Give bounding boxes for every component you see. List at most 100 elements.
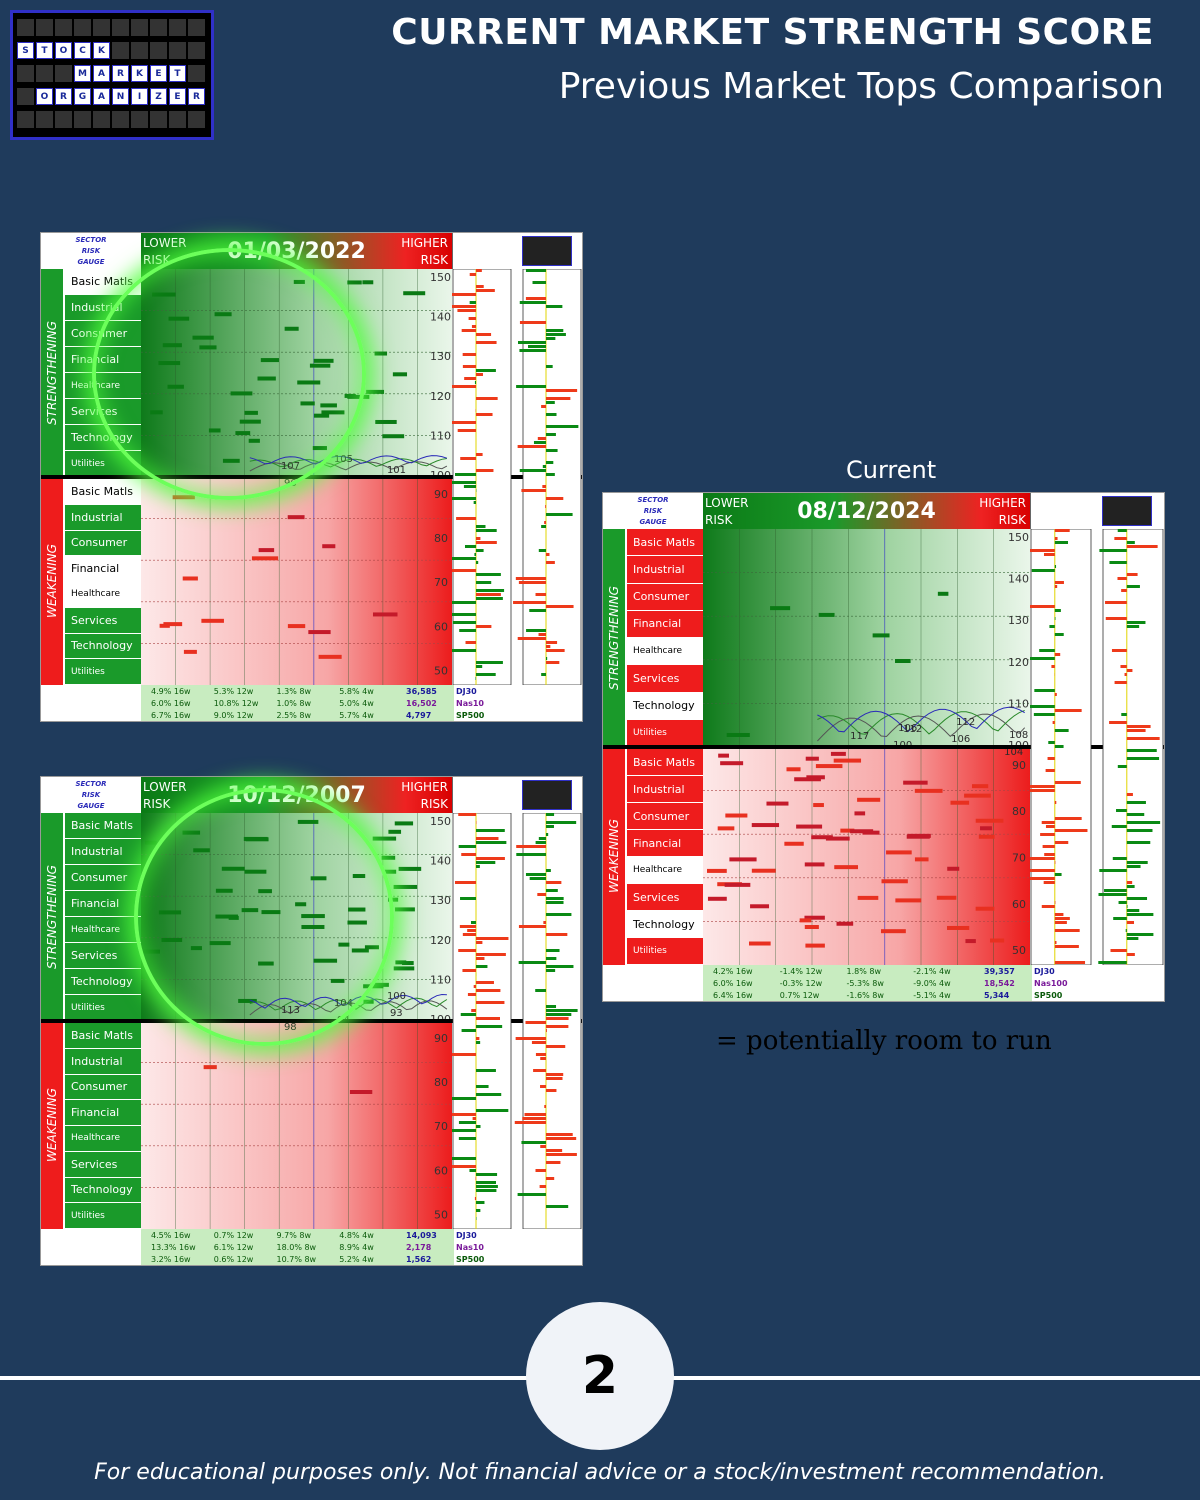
breadth-bar [546, 649, 565, 652]
breadth-bar [465, 641, 476, 644]
breadth-bar [1114, 681, 1127, 684]
breadth-bar [1054, 861, 1056, 864]
sector-label-industrial: Industrial [627, 556, 703, 584]
breadth-bar [476, 865, 480, 868]
breadth-bar [518, 925, 546, 928]
index-line-label: 105 [334, 454, 353, 465]
footer-change-cell: 4.2% 16w [713, 967, 753, 976]
breadth-bar [476, 369, 496, 372]
breadth-bar [463, 485, 476, 488]
breadth-bar [535, 593, 546, 596]
logo-cell [150, 42, 167, 59]
footer-change-cell: 1.3% 8w [276, 687, 312, 696]
breadth-bar [1121, 713, 1127, 716]
breadth-bar [461, 853, 476, 856]
breadth-bar [476, 529, 497, 532]
breadth-bar [1126, 905, 1128, 908]
lower-risk-label: LOWER RISK [705, 495, 749, 529]
logo-cell [74, 111, 91, 128]
logo-cell [188, 65, 205, 82]
breadth-bar [546, 513, 573, 516]
logo-cell [150, 111, 167, 128]
footer-index-value: 36,585 [406, 687, 437, 696]
footer-index-value: 14,093 [406, 1231, 437, 1240]
footer-change-cell: -5.3% 8w [846, 979, 884, 988]
breadth-bar [1126, 865, 1141, 868]
sector-label-consumer: Consumer [65, 1074, 141, 1101]
y-tick-label: 50 [1012, 944, 1026, 957]
sector-dash [990, 938, 1005, 943]
sector-label-basic-matls: Basic Matls [65, 813, 141, 839]
footer-change-cell: 4.8% 4w [339, 1231, 374, 1240]
breadth-bar [1054, 709, 1082, 712]
breadth-bar [1041, 905, 1055, 908]
breadth-bar [546, 813, 555, 816]
breadth-bar [546, 1017, 569, 1020]
y-tick-label: 90 [1012, 759, 1026, 772]
breadth-bar [462, 365, 476, 368]
sector-dash [183, 649, 197, 654]
sector-label-services: Services [65, 607, 141, 634]
breadth-bar [452, 601, 476, 604]
current-label: Current [846, 456, 937, 484]
breadth-bar [452, 613, 476, 616]
footer-index-value: 5,344 [984, 991, 1010, 1000]
footer-index-name: Nas10 [456, 699, 484, 708]
higher-text: HIGHER [979, 496, 1026, 510]
breadth-bar [1054, 581, 1064, 584]
breadth-bar [461, 1029, 476, 1032]
footer-change-cell: 3.2% 16w [151, 1255, 191, 1264]
gauge-label-line: RISK [81, 247, 101, 255]
breadth-bar [538, 837, 546, 840]
sector-dash [857, 895, 879, 900]
sector-dash [201, 618, 224, 623]
y-tick-label: 140 [1008, 573, 1029, 586]
breadth-bar [524, 1113, 546, 1116]
footer-change-cell: 4.9% 16w [151, 687, 191, 696]
breadth-bar [1030, 857, 1055, 860]
breadth-bar [546, 949, 560, 952]
breadth-bar [529, 877, 546, 880]
breadth-bar [458, 1121, 476, 1124]
logo-letter: R [55, 88, 72, 105]
gauge-panel-2024: SECTOR RISK GAUGE LOWER RISK HIGHER RISK 08/12/… [602, 492, 1165, 1002]
sector-dash [287, 515, 305, 520]
logo-cell [55, 19, 72, 36]
gauge-label-line: GAUGE [639, 518, 667, 526]
breadth-bar [1126, 621, 1146, 624]
breadth-bar [546, 869, 551, 872]
footer-index-name: Nas10 [456, 1243, 484, 1252]
sector-dash [818, 612, 835, 617]
breadth-bar [519, 469, 546, 472]
breadth-bar [1126, 909, 1140, 912]
logo-cell [17, 65, 34, 82]
sector-dash [975, 818, 1004, 823]
gauge-label-line: GAUGE [77, 258, 105, 266]
footer-change-cell: -5.1% 4w [913, 991, 951, 1000]
breadth-bar [1030, 657, 1055, 660]
breadth-bar [476, 941, 483, 944]
footer-change-cell: 6.0% 16w [713, 979, 753, 988]
breadth-bar [476, 965, 488, 968]
breadth-bar [546, 605, 574, 608]
logo-cell [17, 111, 34, 128]
breadth-bar [452, 497, 476, 500]
breadth-bar [452, 621, 476, 624]
breadth-bar [1098, 893, 1127, 896]
sector-dash [725, 813, 748, 818]
breadth-bar [1126, 861, 1148, 864]
sector-dash [804, 925, 819, 930]
logo-cell [17, 19, 34, 36]
logo-letter: S [17, 42, 34, 59]
breadth-bar [1126, 885, 1135, 888]
page-title: CURRENT MARKET STRENGTH SCORE [391, 12, 1154, 53]
breadth-bar [1054, 693, 1057, 696]
sector-dash [349, 1089, 373, 1094]
sector-dash [729, 857, 757, 862]
footer-change-cell: 0.7% 12w [213, 1231, 254, 1240]
y-tick-label: 90 [434, 488, 448, 501]
sector-label-industrial: Industrial [627, 776, 703, 803]
breadth-bar [538, 633, 546, 636]
breadth-bar [1054, 901, 1056, 904]
higher-risk-label: HIGHER RISK [979, 495, 1026, 529]
